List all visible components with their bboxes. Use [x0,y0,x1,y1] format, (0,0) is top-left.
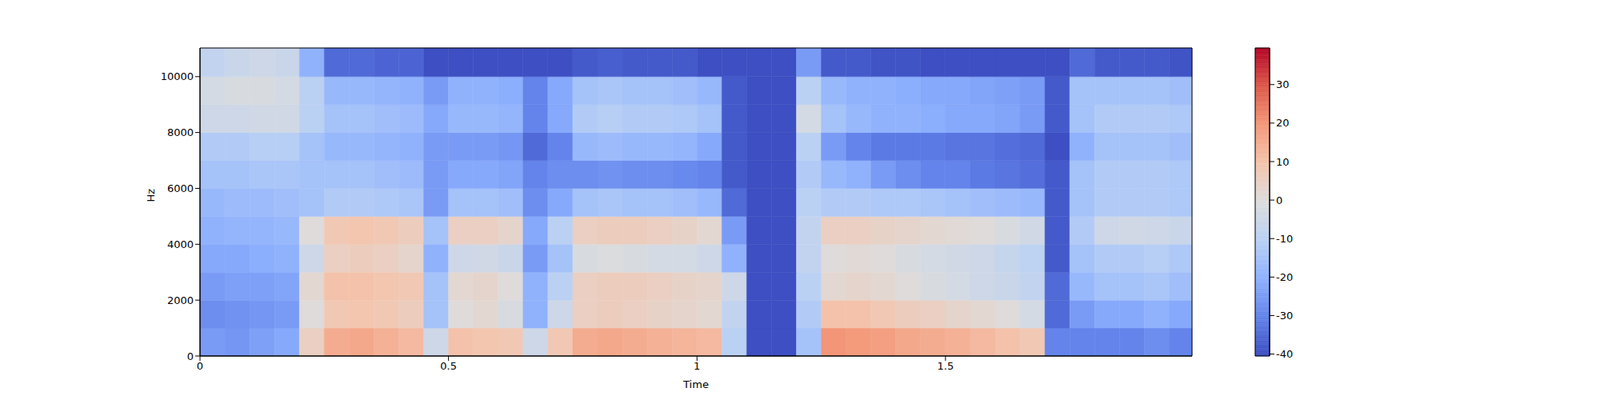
svg-text:-10: -10 [1276,232,1293,245]
svg-text:-30: -30 [1276,309,1293,322]
svg-text:Time: Time [682,378,709,391]
svg-text:0: 0 [187,350,194,363]
svg-text:-40: -40 [1276,348,1293,360]
svg-text:-20: -20 [1276,271,1293,284]
svg-text:20: 20 [1276,116,1290,129]
svg-text:0.5: 0.5 [440,360,457,372]
svg-text:8000: 8000 [167,126,194,139]
svg-text:10: 10 [1276,156,1290,168]
svg-text:6000: 6000 [167,182,194,195]
svg-text:4000: 4000 [167,238,194,251]
svg-text:2000: 2000 [167,294,194,307]
svg-text:30: 30 [1276,78,1290,91]
svg-text:Hz: Hz [144,188,157,203]
svg-text:0: 0 [196,360,204,372]
svg-text:1: 1 [693,360,700,372]
svg-text:0: 0 [1276,194,1283,207]
svg-text:1.5: 1.5 [937,360,955,372]
svg-text:10000: 10000 [160,70,194,83]
